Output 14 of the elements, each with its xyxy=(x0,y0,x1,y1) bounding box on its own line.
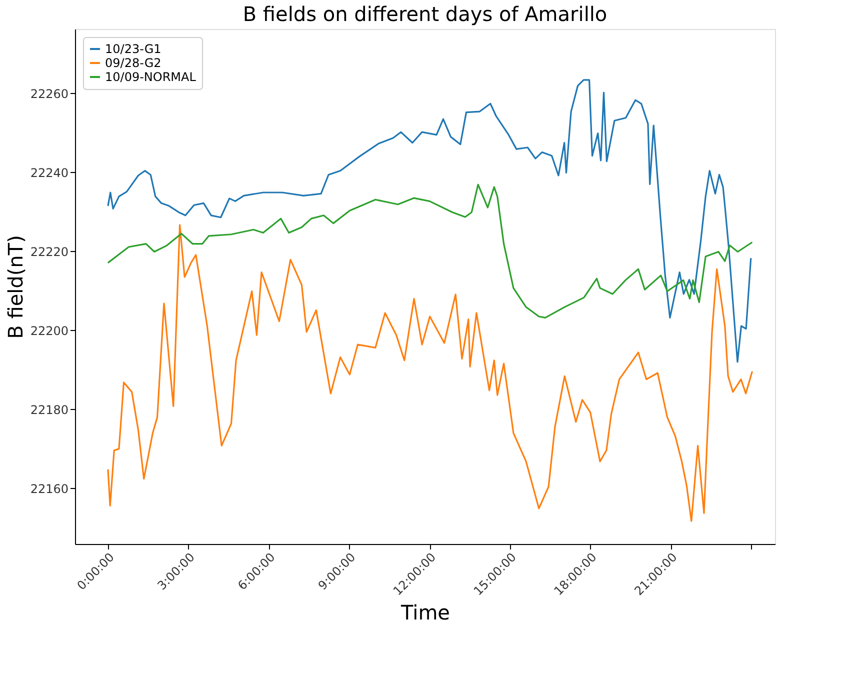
legend-label: 10/23-G1 xyxy=(105,42,162,56)
legend-label: 09/28-G2 xyxy=(105,56,162,70)
y-tick-label: 22200 xyxy=(30,324,68,338)
x-axis-title: Time xyxy=(400,600,450,624)
y-tick-label: 22240 xyxy=(30,166,68,180)
line-series xyxy=(107,184,754,318)
y-tick-label: 22160 xyxy=(30,482,68,496)
y-tick-label: 22220 xyxy=(30,244,68,259)
chart-title: B fields on different days of Amarillo xyxy=(242,2,608,26)
y-tick-label: 22180 xyxy=(30,402,68,417)
y-tick-label: 22260 xyxy=(30,86,68,101)
y-axis-title: B field(nT) xyxy=(3,235,28,339)
legend-label: 10/09-NORMAL xyxy=(105,70,196,84)
line-series xyxy=(107,224,754,522)
